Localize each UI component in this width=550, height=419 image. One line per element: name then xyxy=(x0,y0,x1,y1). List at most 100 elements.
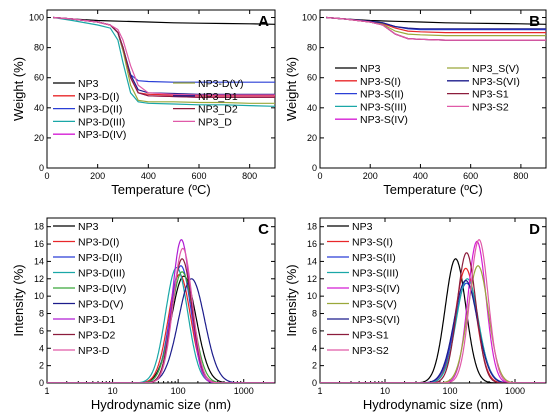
y-tick-label: 14 xyxy=(34,256,44,266)
x-tick-label: 100 xyxy=(171,386,186,396)
series-line-np3-d2 xyxy=(47,258,275,383)
legend: NP3NP3-S(I)NP3-S(II)NP3-S(III)NP3-S(IV)N… xyxy=(327,221,400,357)
panel-letter: B xyxy=(529,13,540,30)
legend-label: NP3-D(IV) xyxy=(78,129,126,141)
y-tick-label: 10 xyxy=(307,291,317,301)
y-tick-label: 14 xyxy=(307,256,317,266)
y-tick-label: 6 xyxy=(39,326,44,336)
y-tick-label: 60 xyxy=(307,73,317,83)
x-tick-label: 1000 xyxy=(505,386,525,396)
x-tick-label: 100 xyxy=(442,386,457,396)
legend: NP3NP3-S(I)NP3-S(II)NP3-S(III)NP3-S(IV)N… xyxy=(335,63,520,126)
x-axis-title: Hydrodynamic size (nm) xyxy=(363,397,503,412)
x-tick-label: 200 xyxy=(363,171,378,181)
y-tick-label: 20 xyxy=(307,133,317,143)
legend-label: NP3-D1 xyxy=(78,314,116,326)
y-tick-label: 40 xyxy=(34,103,44,113)
legend-label: NP3-D(I) xyxy=(78,91,119,103)
legend-label: NP3-S(VI) xyxy=(472,76,520,88)
series-line-np3-d-i- xyxy=(47,273,275,383)
x-tick-label: 400 xyxy=(141,171,156,181)
y-tick-label: 8 xyxy=(312,309,317,319)
y-tick-label: 4 xyxy=(39,343,44,353)
legend-label: NP3-S2 xyxy=(472,101,509,113)
series-line-np3-d xyxy=(47,247,275,383)
series-line-np3 xyxy=(320,258,546,383)
y-tick-label: 12 xyxy=(34,274,44,284)
y-tick-label: 0 xyxy=(39,163,44,173)
legend-label: NP3 xyxy=(78,78,99,90)
x-tick-label: 600 xyxy=(463,171,478,181)
y-tick-label: 0 xyxy=(312,378,317,388)
legend: NP3 NP3-D(I) NP3-D(II) NP3-D(III) NP3-D(IV) N… xyxy=(53,221,126,357)
legend-label: NP3-S(II) xyxy=(360,89,404,101)
series-group xyxy=(47,239,275,383)
y-tick-label: 20 xyxy=(34,133,44,143)
series-group xyxy=(320,239,546,383)
x-axis-title: Temperature (ºC) xyxy=(383,182,482,197)
x-tick-label: 400 xyxy=(413,171,428,181)
y-tick-label: 80 xyxy=(34,43,44,53)
legend-label: NP3-D(V) xyxy=(198,78,244,90)
series-line-np3-s-v- xyxy=(320,265,546,383)
legend-label: NP3-S(IV) xyxy=(360,114,408,126)
legend-label: NP3_D1 xyxy=(198,91,238,103)
chart-panel-b: 0 200 400 600 800 0 20 40 60 80 100 Temperature (ºC… xyxy=(284,9,547,197)
panel-letter: A xyxy=(258,13,269,30)
legend-label: NP3-S(III) xyxy=(360,101,407,113)
legend-label: NP3-S2 xyxy=(352,345,389,357)
x-tick-label: 0 xyxy=(317,171,322,181)
x-axis-title: Temperature (ºC) xyxy=(111,182,210,197)
x-axis-title: Hydrodynamic size (nm) xyxy=(91,397,231,412)
x-tick-label: 600 xyxy=(191,171,206,181)
y-tick-label: 6 xyxy=(312,326,317,336)
x-tick-label: 1 xyxy=(317,386,322,396)
series-line-np3 xyxy=(53,16,275,25)
series-line-np3-d-iv- xyxy=(47,271,275,383)
series-line-np3-d xyxy=(53,16,275,96)
legend-label: NP3_D2 xyxy=(198,104,238,116)
legend-label: NP3-S(I) xyxy=(360,76,401,88)
legend-label: NP3-S(VI) xyxy=(352,314,400,326)
y-tick-label: 8 xyxy=(39,309,44,319)
legend-label: NP3-S1 xyxy=(352,330,389,342)
legend-label: NP3-S(I) xyxy=(352,237,393,249)
legend-label: NP3-D(III) xyxy=(78,116,125,128)
y-tick-label: 10 xyxy=(34,291,44,301)
legend-label: NP3-D(II) xyxy=(78,104,122,116)
x-tick-label: 10 xyxy=(108,386,118,396)
chart-panel-d: 1 10 100 1000 0 2 4 6 8 10 12 14 16 18 Hydrodynamic si… xyxy=(284,217,547,412)
y-axis-title: Intensity (%) xyxy=(11,264,26,336)
legend-label: NP3-D(I) xyxy=(78,237,119,249)
legend-label: NP3-D(II) xyxy=(78,252,122,264)
legend-label: NP3-S(III) xyxy=(352,268,399,280)
series-line-np3-d-ii- xyxy=(53,16,275,83)
y-tick-label: 0 xyxy=(39,378,44,388)
plot-frame xyxy=(46,9,276,169)
y-tick-label: 18 xyxy=(307,222,317,232)
y-tick-label: 0 xyxy=(312,163,317,173)
series-line-np3-s2 xyxy=(320,239,546,383)
series-group xyxy=(53,16,275,107)
y-tick-label: 18 xyxy=(34,222,44,232)
panel-letter: C xyxy=(258,221,269,238)
legend-label: NP3-D xyxy=(78,345,110,357)
x-tick-label: 1000 xyxy=(234,386,254,396)
y-tick-label: 2 xyxy=(312,361,317,371)
x-tick-label: 1 xyxy=(44,386,49,396)
legend-label: NP3-S1 xyxy=(472,89,509,101)
legend-label: NP3-D(III) xyxy=(78,268,125,280)
y-tick-label: 12 xyxy=(307,274,317,284)
series-group xyxy=(326,16,546,41)
y-axis-title: Intensity (%) xyxy=(284,264,299,336)
legend-label: NP3-D(IV) xyxy=(78,283,126,295)
plot-frame xyxy=(319,9,547,169)
y-tick-label: 2 xyxy=(39,361,44,371)
series-line-np3-d-iii- xyxy=(53,16,275,107)
y-tick-label: 16 xyxy=(307,239,317,249)
chart-panel-a: 0 200 400 600 800 0 20 40 60 80 100 Temperature (ºC… xyxy=(11,9,276,197)
x-tick-label: 10 xyxy=(380,386,390,396)
legend-label: NP3-D2 xyxy=(78,330,116,342)
y-tick-label: 4 xyxy=(312,343,317,353)
legend-label: NP3-S(V) xyxy=(352,299,397,311)
